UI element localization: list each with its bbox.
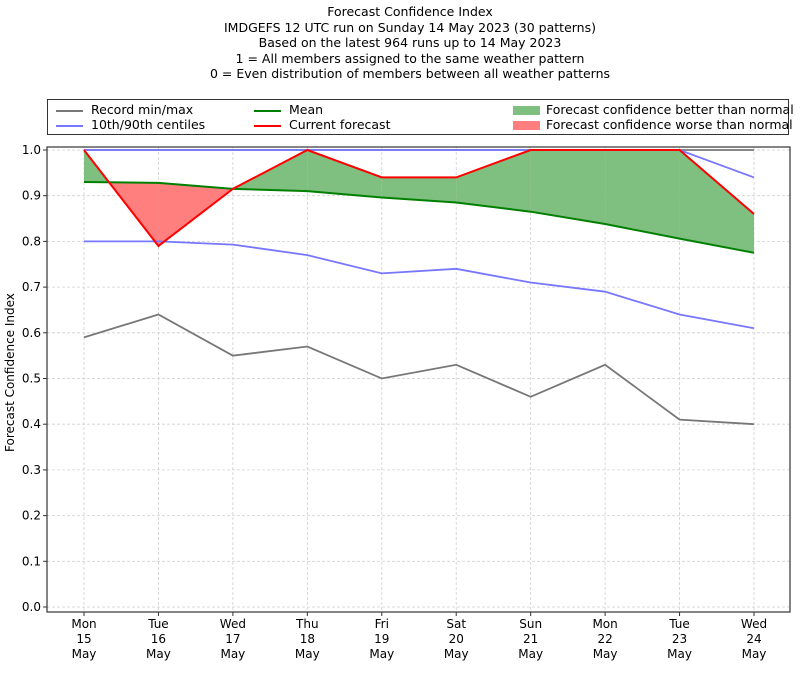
fill-better <box>381 177 457 203</box>
legend: Record min/max 10th/90th centiles Mean C… <box>47 99 794 135</box>
chart-title: Forecast Confidence Index IMDGEFS 12 UTC… <box>0 4 800 82</box>
x-tick-label: Fri <box>375 617 389 631</box>
fill-better <box>307 150 382 198</box>
title-line-2: IMDGEFS 12 UTC run on Sunday 14 May 2023… <box>224 19 596 35</box>
x-tick-label: May <box>742 647 767 661</box>
y-tick-label: 0.2 <box>22 509 41 523</box>
series-line-current-forecast <box>83 148 755 248</box>
x-tick-label: Mon <box>71 617 96 631</box>
legend-swatch-better <box>513 106 540 115</box>
series-line-10th-centile <box>84 240 755 330</box>
title-line-5: 0 = Even distribution of members between… <box>209 66 611 82</box>
x-tick-label: May <box>518 647 543 661</box>
x-tick-label: 19 <box>374 632 389 646</box>
legend-item-record: Record min/max <box>56 102 193 117</box>
y-tick-label: 0.7 <box>22 280 41 294</box>
x-tick-label: 15 <box>76 632 91 646</box>
y-tick-label: 0.9 <box>22 189 41 203</box>
y-tick-label: 0.1 <box>22 554 41 568</box>
title-line-1: Forecast Confidence Index <box>327 4 493 19</box>
y-tick-label: 1.0 <box>22 143 41 157</box>
x-tick-label: Sat <box>446 617 466 631</box>
fill-better <box>456 150 531 212</box>
fill-better <box>530 150 606 225</box>
x-tick-label: May <box>667 647 692 661</box>
x-tick-label: Mon <box>592 617 617 631</box>
legend-item-worse: Forecast confidence worse than normal <box>513 117 793 132</box>
y-tick-label: 0.0 <box>22 600 41 614</box>
legend-label-better: Forecast confidence better than normal <box>546 102 794 117</box>
legend-label-mean: Mean <box>289 102 324 117</box>
legend-item-better: Forecast confidence better than normal <box>513 102 794 117</box>
x-tick-label: 16 <box>151 632 166 646</box>
y-axis-label: Forecast Confidence Index <box>3 293 17 452</box>
series-line-record-min <box>83 313 755 426</box>
legend-item-mean: Mean <box>254 102 323 117</box>
legend-swatch-mean <box>254 109 281 112</box>
y-tick-label: 0.3 <box>22 463 41 477</box>
title-line-3: Based on the latest 964 runs up to 14 Ma… <box>258 35 562 51</box>
y-tick-label: 0.8 <box>22 234 41 248</box>
legend-swatch-centiles <box>56 124 83 127</box>
x-tick-label: Wed <box>741 617 767 631</box>
grid <box>47 147 790 612</box>
y-tick-label: 0.5 <box>22 372 41 386</box>
x-tick-label: 23 <box>672 632 687 646</box>
legend-label-record: Record min/max <box>91 102 194 117</box>
x-tick-label: May <box>295 647 320 661</box>
x-tick-label: 24 <box>746 632 761 646</box>
x-tick-label: May <box>72 647 97 661</box>
title-line-4: 1 = All members assigned to the same wea… <box>235 50 585 66</box>
fill-better <box>679 150 754 253</box>
legend-label-current: Current forecast <box>289 117 391 132</box>
confidence-fills <box>84 150 754 253</box>
fill-better <box>605 150 680 239</box>
x-tick-label: Tue <box>668 617 690 631</box>
x-tick-label: 18 <box>300 632 315 646</box>
legend-swatch-worse <box>513 121 540 130</box>
x-tick-label: May <box>146 647 171 661</box>
x-tick-label: Thu <box>295 617 319 631</box>
x-tick-label: 17 <box>225 632 240 646</box>
x-tick-label: Wed <box>220 617 246 631</box>
legend-label-worse: Forecast confidence worse than normal <box>546 117 793 132</box>
x-tick-label: May <box>220 647 245 661</box>
x-tick-label: 21 <box>523 632 538 646</box>
legend-swatch-current <box>254 124 281 127</box>
plot-frame <box>46 146 791 613</box>
x-tick-label: May <box>593 647 618 661</box>
series-lines <box>83 148 755 426</box>
legend-item-centiles: 10th/90th centiles <box>56 117 205 132</box>
legend-swatch-record <box>56 109 83 112</box>
y-tick-label: 0.4 <box>22 417 41 431</box>
x-tick-label: Tue <box>147 617 169 631</box>
legend-item-current: Current forecast <box>254 117 390 132</box>
x-tick-label: May <box>444 647 469 661</box>
x-tick-label: May <box>369 647 394 661</box>
x-tick-label: 22 <box>597 632 612 646</box>
series-line-mean <box>83 180 755 254</box>
x-tick-label: Sun <box>519 617 542 631</box>
y-tick-label: 0.6 <box>22 326 41 340</box>
fill-worse <box>158 182 233 246</box>
axis-ticks: 0.00.10.20.30.40.50.60.70.80.91.0Mon15Ma… <box>22 143 767 661</box>
legend-label-centiles: 10th/90th centiles <box>91 117 206 132</box>
x-tick-label: 20 <box>449 632 464 646</box>
